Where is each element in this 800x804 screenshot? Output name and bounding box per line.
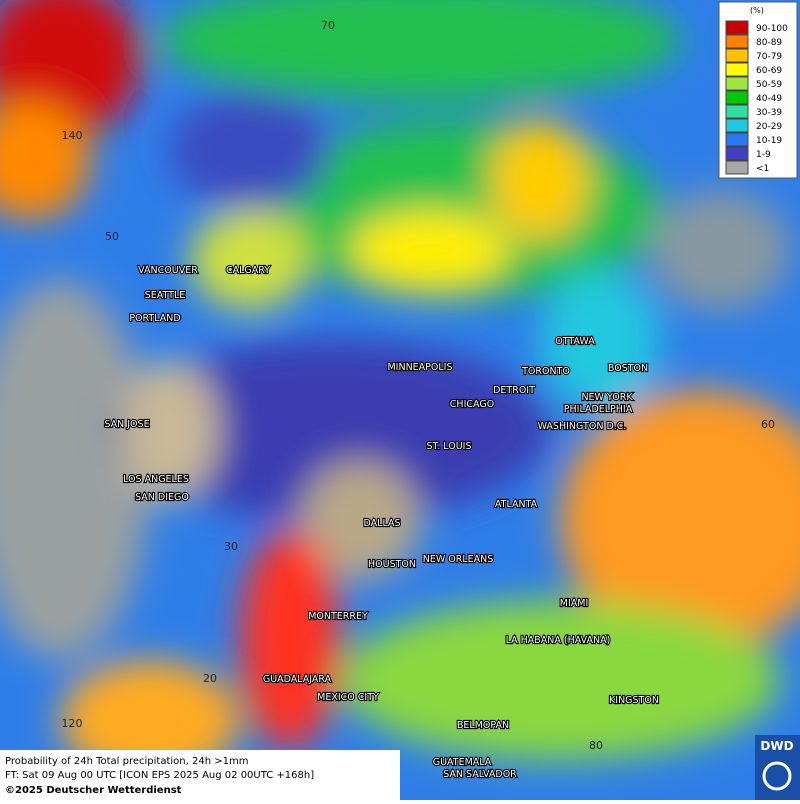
- city-label: SAN JOSE: [104, 419, 149, 430]
- legend-swatch: [725, 34, 749, 49]
- city-label: GUATEMALA: [433, 757, 492, 768]
- legend-swatch: [725, 118, 749, 133]
- legend-swatch: [725, 20, 749, 35]
- legend-swatch: [725, 132, 749, 147]
- city-label: GUADALAJARA: [263, 674, 332, 685]
- grid-label: 60: [761, 418, 775, 431]
- grid-label: 120: [62, 717, 83, 730]
- city-label: LA HABANA (HAVANA): [506, 635, 611, 646]
- city-label: KINGSTON: [609, 695, 659, 706]
- city-label: SAN DIEGO: [135, 492, 189, 503]
- city-label: SAN SALVADOR: [443, 769, 517, 780]
- city-label: SEATTLE: [145, 290, 186, 301]
- footer-line: Probability of 24h Total precipitation, …: [5, 756, 248, 767]
- legend-label: 20-29: [756, 122, 782, 132]
- legend-swatch: [725, 48, 749, 63]
- legend-swatch: [725, 104, 749, 119]
- grid-label: 140: [62, 129, 83, 142]
- city-label: LOS ANGELES: [123, 474, 189, 485]
- city-label: VANCOUVER: [138, 265, 198, 276]
- city-label: ST. LOUIS: [427, 441, 472, 452]
- grid-label: 50: [105, 230, 119, 243]
- city-label: MEXICO CITY: [317, 692, 379, 703]
- city-label: DETROIT: [493, 385, 535, 396]
- city-label: MIAMI: [560, 598, 589, 609]
- city-label: HOUSTON: [368, 559, 416, 570]
- legend-label: <1: [756, 164, 769, 174]
- city-label: OTTAWA: [555, 336, 595, 347]
- legend-label: 60-69: [756, 66, 782, 76]
- grid-label: 80: [589, 739, 603, 752]
- legend-label: 10-19: [756, 136, 782, 146]
- city-label: DALLAS: [364, 518, 401, 529]
- city-label: CHICAGO: [450, 399, 494, 410]
- footer-line: ©2025 Deutscher Wetterdienst: [5, 785, 182, 796]
- legend-label: 30-39: [756, 108, 782, 118]
- legend-swatch: [725, 146, 749, 161]
- legend-label: 40-49: [756, 94, 782, 104]
- city-label: ATLANTA: [495, 499, 538, 510]
- logo-icon: [762, 761, 792, 791]
- legend-swatch: [725, 160, 749, 175]
- legend-label: 90-100: [756, 24, 788, 34]
- city-label: CALGARY: [226, 265, 270, 276]
- legend-swatch: [725, 90, 749, 105]
- legend: (%) 90-100 80-89 70-79 60-69 50-59 40-49 30-39…: [718, 1, 798, 179]
- city-label: NEW YORK: [581, 392, 633, 403]
- city-label: PHILADELPHIA: [564, 404, 633, 415]
- grid-label: 30: [224, 540, 238, 553]
- footer-box: [0, 750, 400, 800]
- footer-line: FT: Sat 09 Aug 00 UTC [ICON EPS 2025 Aug…: [5, 770, 314, 781]
- city-label: WASHINGTON D.C.: [538, 421, 627, 432]
- city-label: TORONTO: [521, 366, 570, 377]
- legend-swatch: [725, 76, 749, 91]
- logo-text: DWD: [760, 739, 793, 753]
- city-label: MONTERREY: [308, 611, 368, 622]
- legend-label: 50-59: [756, 80, 782, 90]
- legend-label: 70-79: [756, 52, 782, 62]
- legend-swatch: [725, 62, 749, 77]
- legend-title: (%): [750, 6, 764, 15]
- grid-label: 70: [321, 19, 335, 32]
- city-label: PORTLAND: [129, 313, 180, 324]
- city-label: MINNEAPOLIS: [387, 362, 452, 373]
- legend-label: 80-89: [756, 38, 782, 48]
- city-label: BOSTON: [608, 363, 648, 374]
- city-label: NEW ORLEANS: [423, 554, 494, 565]
- legend-label: 1-9: [756, 150, 771, 160]
- grid-label: 20: [203, 672, 217, 685]
- city-label: BELMOPAN: [457, 720, 509, 731]
